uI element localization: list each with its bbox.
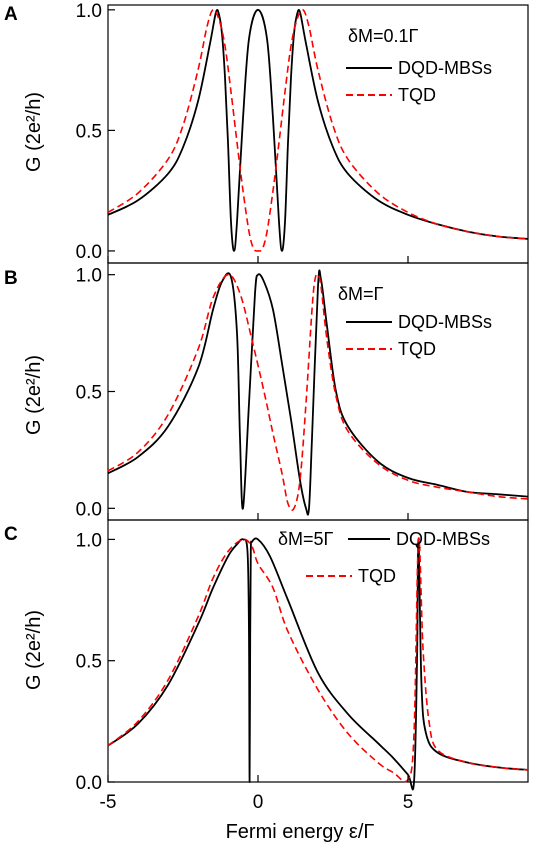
plot-frame-a [107, 4, 529, 264]
panel-label-c: C [4, 524, 18, 545]
legend-label-tqd-a: TQD [398, 85, 436, 105]
series-line-tqd-b [107, 273, 529, 511]
legend-label-tqd-c: TQD [358, 566, 396, 586]
y-axis-label-a: G (2e²/h) [23, 92, 45, 172]
y-axis-label-c: G (2e²/h) [23, 610, 45, 690]
x-axis-label: Fermi energy ε/Γ [226, 821, 375, 843]
panel-label-a: A [4, 4, 18, 25]
plot-frame-c [107, 519, 529, 783]
x-tick-label-0: -5 [100, 792, 117, 813]
legend-label-dqd-mbss-a: DQD-MBSs [398, 58, 492, 78]
legend-label-dqd-mbss-c: DQD-MBSs [396, 529, 490, 549]
legend-label-tqd-b: TQD [398, 339, 436, 359]
y-tick-label-a-0: 0.0 [76, 242, 102, 263]
y-tick-label-b-1: 0.5 [76, 383, 102, 404]
series-line-dqd-mbss-b [107, 269, 529, 516]
panel-label-b: B [4, 268, 18, 289]
y-tick-label-c-2: 1.0 [76, 530, 102, 551]
y-tick-label-b-2: 1.0 [76, 266, 102, 287]
panel-b: δM=Γ DQD-MBSs TQD 0.0 0.5 1.0 [76, 262, 529, 521]
x-tick-label-2: 5 [403, 792, 414, 813]
series-lines-b [107, 269, 529, 516]
y-tick-label-b-0: 0.0 [76, 499, 102, 520]
y-tick-label-c-1: 0.5 [76, 652, 102, 673]
series-line-tqd-c [107, 537, 529, 783]
panel-c: δM=5Γ DQD-MBSs TQD 0.0 0.5 1.0 -5 0 5 [76, 519, 529, 813]
series-line-tqd-a [107, 8, 529, 252]
y-tick-label-c-0: 0.0 [76, 773, 102, 794]
y-tick-label-a-2: 1.0 [76, 1, 102, 22]
series-line-dqd-mbss-c [107, 537, 529, 791]
legend-label-dqd-mbss-b: DQD-MBSs [398, 312, 492, 332]
panel-a: δM=0.1Γ DQD-MBSs TQD 0.0 0.5 1.0 [76, 1, 529, 264]
series-lines-a [107, 8, 529, 252]
annotation-c: δM=5Γ [278, 529, 334, 549]
annotation-b: δM=Γ [338, 284, 384, 304]
series-line-dqd-mbss-a [107, 8, 529, 252]
annotation-a: δM=0.1Γ [348, 26, 419, 46]
y-axis-label-b: G (2e²/h) [23, 355, 45, 435]
y-tick-label-a-1: 0.5 [76, 121, 102, 142]
x-tick-label-1: 0 [253, 792, 264, 813]
series-lines-c [107, 537, 529, 791]
